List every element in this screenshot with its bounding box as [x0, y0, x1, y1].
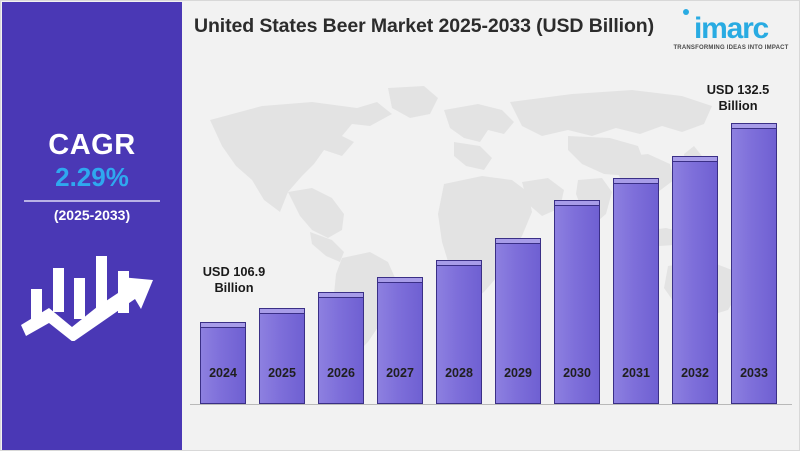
bar-2032[interactable]: [672, 156, 718, 404]
bar-group: 2027: [377, 277, 423, 404]
bar-2028[interactable]: [436, 260, 482, 404]
page-title: United States Beer Market 2025-2033 (USD…: [194, 15, 655, 37]
x-tick-2026: 2026: [327, 366, 355, 380]
x-tick-2031: 2031: [622, 366, 650, 380]
bar-group: 2032: [672, 156, 718, 404]
bar-cap: [318, 292, 364, 298]
bar-cap: [613, 178, 659, 184]
bar-group: 2025: [259, 308, 305, 404]
cagr-period: (2025-2033): [53, 206, 131, 223]
bar-cap: [200, 322, 246, 328]
bar-group: 2026: [318, 292, 364, 404]
chart-area: United States Beer Market 2025-2033 (USD…: [182, 2, 799, 450]
imarc-logo: imarc TRANSFORMING IDEAS INTO IMPACT: [670, 9, 792, 57]
bar-group: 2031: [613, 178, 659, 404]
bar-cap: [259, 308, 305, 314]
cagr-value: 2.29%: [55, 162, 129, 193]
bar-cap: [495, 238, 541, 244]
bar-2031[interactable]: [613, 178, 659, 404]
x-tick-2024: 2024: [209, 366, 237, 380]
bar-group: 2033: [731, 123, 777, 404]
cagr-divider: [24, 199, 160, 202]
bar-2033[interactable]: [731, 123, 777, 404]
logo-wordmark: imarc: [693, 12, 769, 45]
logo-tagline: TRANSFORMING IDEAS INTO IMPACT: [673, 45, 789, 51]
value-label-2024: USD 106.9 Billion: [188, 264, 280, 295]
cagr-label: CAGR: [48, 129, 136, 161]
bar-cap: [731, 123, 777, 129]
bar-2024[interactable]: [200, 322, 246, 404]
bar-chart-growth-arrow-icon: [21, 256, 153, 342]
bar-group: 2024: [200, 322, 246, 404]
cagr-panel: CAGR 2.29% (2025-2033): [2, 2, 182, 450]
bar-2030[interactable]: [554, 200, 600, 404]
x-tick-2030: 2030: [563, 366, 591, 380]
bar-cap: [377, 277, 423, 283]
value-label-2033-line1: USD 132.5: [706, 82, 770, 97]
cagr-block: CAGR 2.29% (2025-2033): [22, 129, 162, 223]
value-label-2024-line1: USD 106.9: [202, 264, 266, 279]
logo-dot-icon: [683, 9, 689, 15]
x-tick-2029: 2029: [504, 366, 532, 380]
bar-2029[interactable]: [495, 238, 541, 404]
value-label-2033: USD 132.5 Billion: [692, 82, 784, 113]
bar-2027[interactable]: [377, 277, 423, 404]
x-tick-2027: 2027: [386, 366, 414, 380]
value-label-2033-line2: Billion: [718, 97, 758, 113]
bar-cap: [672, 156, 718, 162]
bar-group: 2030: [554, 200, 600, 404]
bar-group: 2029: [495, 238, 541, 404]
bar-2026[interactable]: [318, 292, 364, 404]
value-label-2024-line2: Billion: [214, 279, 254, 295]
x-axis-line: [190, 404, 792, 405]
bar-cap: [436, 260, 482, 266]
bar-group: 2028: [436, 260, 482, 404]
x-tick-2032: 2032: [681, 366, 709, 380]
bar-chart-plot: 2024 2025 2026 2027: [182, 2, 799, 450]
bar-cap: [554, 200, 600, 206]
bar-2025[interactable]: [259, 308, 305, 404]
x-tick-2033: 2033: [740, 366, 768, 380]
x-tick-2025: 2025: [268, 366, 296, 380]
x-tick-2028: 2028: [445, 366, 473, 380]
